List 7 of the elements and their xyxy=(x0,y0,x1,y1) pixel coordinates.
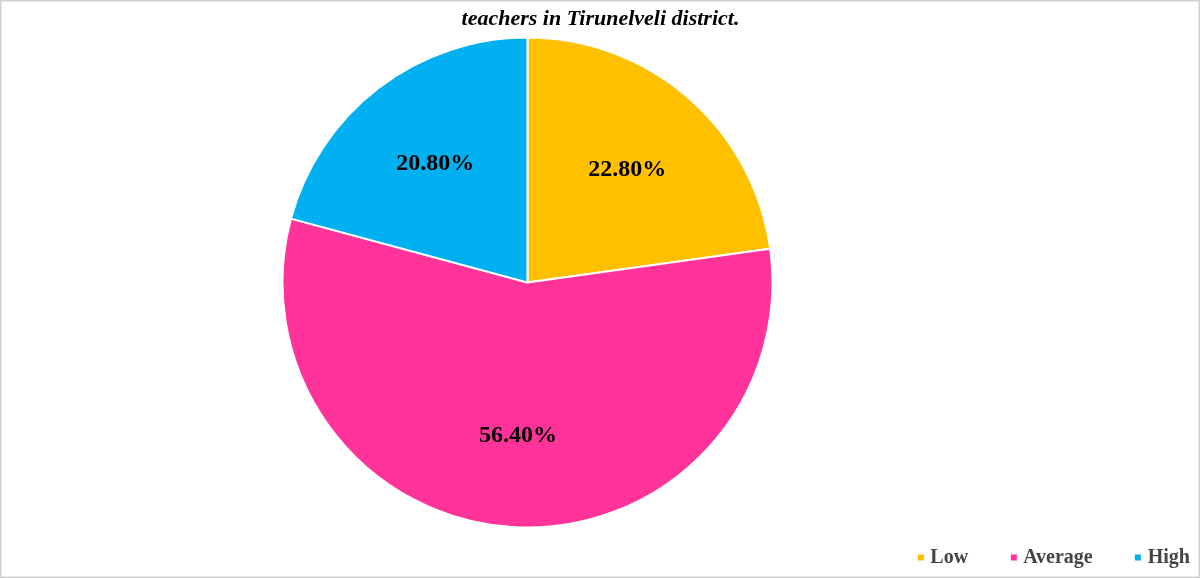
data-label: 56.40% xyxy=(478,421,557,448)
data-label: 20.80% xyxy=(396,148,475,175)
legend-label: Average xyxy=(1023,545,1093,568)
data-label: 22.80% xyxy=(588,154,667,181)
legend-label: High xyxy=(1147,545,1190,568)
legend-label: Low xyxy=(930,545,969,568)
chart-title: teachers in Tirunelveli district. xyxy=(461,4,740,30)
